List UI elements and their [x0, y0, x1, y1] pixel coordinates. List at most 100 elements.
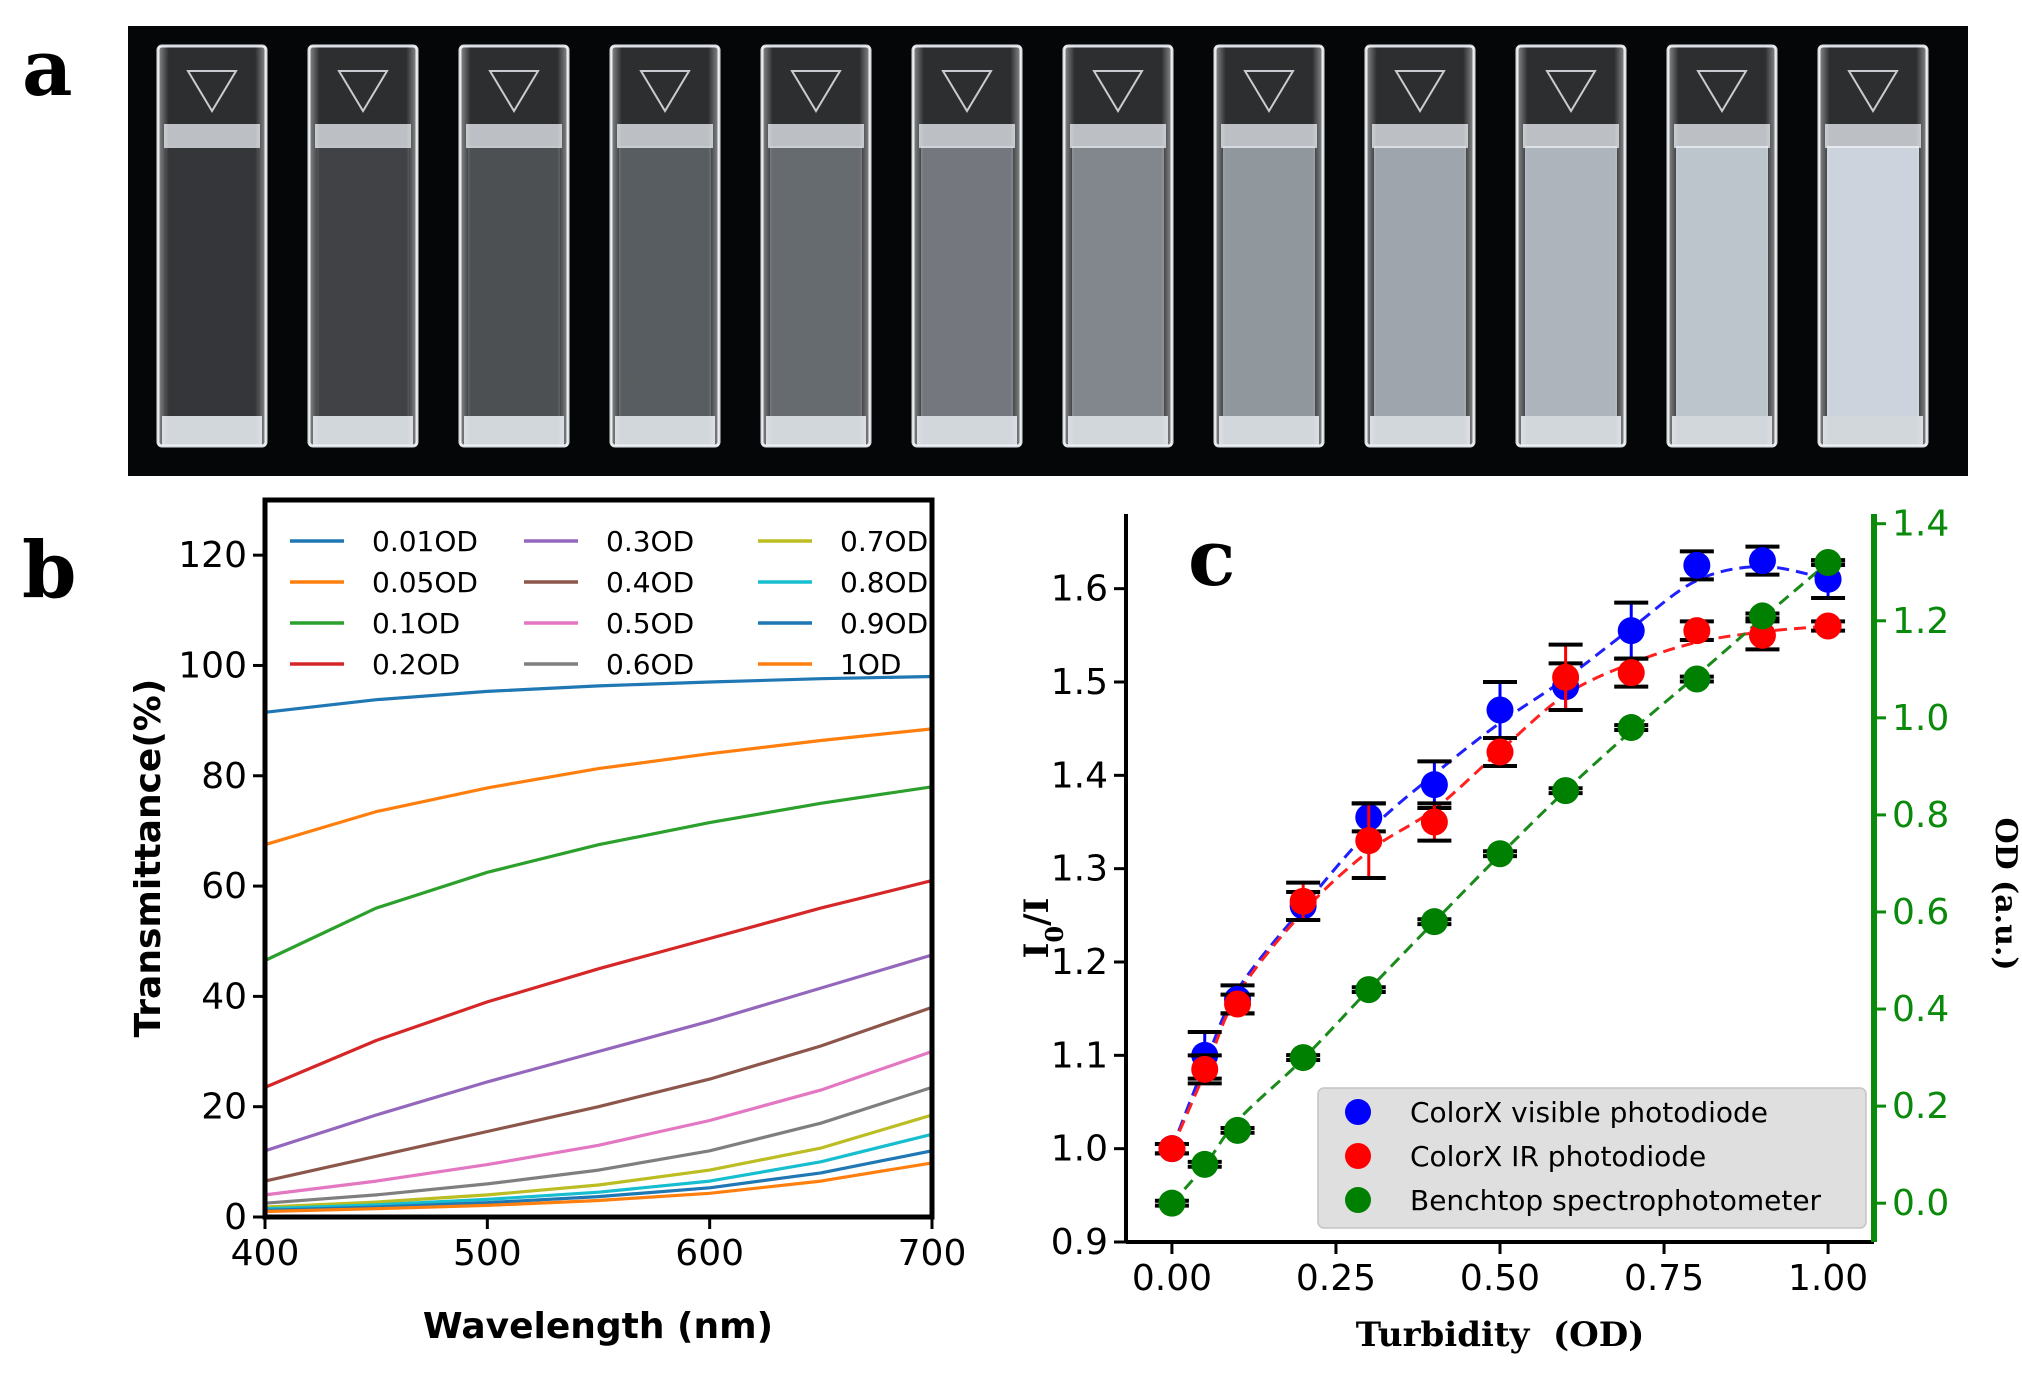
y-tick-label: 0 — [224, 1197, 247, 1238]
cuvette-highlight — [1668, 46, 1776, 446]
cuvette — [156, 44, 268, 448]
cuvette-highlight — [158, 46, 266, 446]
cuvette-highlight — [762, 46, 870, 446]
data-point — [1355, 827, 1383, 855]
data-point — [1814, 549, 1842, 577]
y-tick-label: 1.3 — [1051, 849, 1108, 890]
y-tick-label: 1.0 — [1051, 1129, 1108, 1170]
y-axis-label: I0/I — [1017, 898, 1069, 959]
y-tick-label: 1.4 — [1051, 755, 1108, 796]
y-tick-label: 60 — [201, 866, 247, 907]
cuvette-mark — [488, 70, 540, 113]
legend-label: 0.05OD — [372, 566, 478, 599]
data-point — [1224, 990, 1252, 1018]
y-axis-label: Transmittance(%) — [128, 679, 169, 1038]
transmittance-chart: 400 500 600 700 0 20 40 60 80 100 120 0.01OD 0.05O… — [128, 497, 967, 1347]
cuvette-highlight — [309, 46, 417, 446]
y-tick-label: 1.5 — [1051, 662, 1108, 703]
legend-label: 1OD — [840, 648, 901, 681]
series-line — [264, 1005, 933, 1183]
legend-label: 0.5OD — [606, 607, 694, 640]
legend-label: 0.7OD — [840, 525, 928, 558]
y-tick-label: 20 — [201, 1087, 247, 1128]
y-tick-label: 1.1 — [1051, 1035, 1108, 1076]
data-point — [1191, 1055, 1219, 1083]
series-line — [264, 953, 933, 1153]
y-tick-label: 100 — [178, 645, 247, 686]
x-tick-label: 0.25 — [1296, 1258, 1376, 1299]
cuvette-base — [1068, 416, 1168, 446]
series-line — [264, 1132, 933, 1211]
legend-label: 0.3OD — [606, 525, 694, 558]
x-tick-label: 400 — [231, 1233, 300, 1274]
series-line — [264, 674, 933, 714]
panel-label-b: b — [22, 525, 77, 616]
cuvette-highlight — [913, 46, 1021, 446]
data-point — [1617, 714, 1645, 742]
fit-curve — [1170, 561, 1830, 1205]
cuvette-mark — [1092, 70, 1144, 113]
data-point — [1486, 840, 1514, 868]
legend-label: ColorX IR photodiode — [1410, 1140, 1706, 1173]
cuvette-base — [1521, 416, 1621, 446]
cuvette-mark — [941, 70, 993, 113]
legend-label: 0.4OD — [606, 566, 694, 599]
legend-marker — [1345, 1143, 1371, 1169]
y2-axis-label: OD (a.u.) — [1988, 817, 2022, 970]
cuvette — [1515, 44, 1627, 448]
x-tick-label: 0.50 — [1460, 1258, 1540, 1299]
cuvette-mark — [790, 70, 842, 113]
cuvette-highlight — [1064, 46, 1172, 446]
cuvette-base — [1823, 416, 1923, 446]
data-point — [1420, 771, 1448, 799]
x-tick-label: 500 — [453, 1233, 522, 1274]
cuvette — [911, 44, 1023, 448]
legend-marker — [1345, 1187, 1371, 1213]
x-tick-label: 0.00 — [1132, 1258, 1212, 1299]
cuvette-photo — [128, 26, 1968, 476]
legend-label: 0.2OD — [372, 648, 460, 681]
y2-tick-label: 0.8 — [1892, 795, 1949, 836]
cuvette-highlight — [1819, 46, 1927, 446]
data-point — [1617, 617, 1645, 645]
y2-tick-label: 1.2 — [1892, 601, 1949, 642]
cuvette-mark — [337, 70, 389, 113]
data-point — [1355, 976, 1383, 1004]
y-tick-label: 120 — [178, 535, 247, 576]
y-tick-label: 1.2 — [1051, 942, 1108, 983]
legend-label: 0.9OD — [840, 607, 928, 640]
y-tick-label: 80 — [201, 756, 247, 797]
y2-tick-label: 0.4 — [1892, 989, 1949, 1030]
cuvette — [1213, 44, 1325, 448]
series-line — [264, 1113, 933, 1209]
plot-frame — [262, 497, 935, 1220]
cuvette-base — [615, 416, 715, 446]
cuvette — [1817, 44, 1929, 448]
x-tick-label: 700 — [898, 1233, 967, 1274]
panel-label-a: a — [22, 23, 73, 114]
data-point — [1191, 1150, 1219, 1178]
data-point — [1683, 665, 1711, 693]
cuvette — [1364, 44, 1476, 448]
data-point — [1420, 908, 1448, 936]
cuvette-base — [1370, 416, 1470, 446]
legend-box — [1317, 1087, 1867, 1229]
legend-label: 0.1OD — [372, 607, 460, 640]
cuvette-base — [766, 416, 866, 446]
cuvette-highlight — [1215, 46, 1323, 446]
cuvette-base — [1219, 416, 1319, 446]
series-line — [264, 1049, 933, 1197]
cuvette-base — [917, 416, 1017, 446]
data-point — [1748, 602, 1776, 630]
data-point — [1224, 1116, 1252, 1144]
data-point — [1158, 1189, 1186, 1217]
x-tick-label: 1.00 — [1788, 1258, 1868, 1299]
legend-label: ColorX visible photodiode — [1410, 1096, 1768, 1129]
y2-tick-label: 0.0 — [1892, 1183, 1949, 1224]
data-point — [1683, 551, 1711, 579]
cuvette-highlight — [1517, 46, 1625, 446]
data-point — [1748, 621, 1776, 649]
series-line — [264, 727, 933, 847]
cuvette-mark — [1545, 70, 1597, 113]
data-point — [1683, 617, 1711, 645]
